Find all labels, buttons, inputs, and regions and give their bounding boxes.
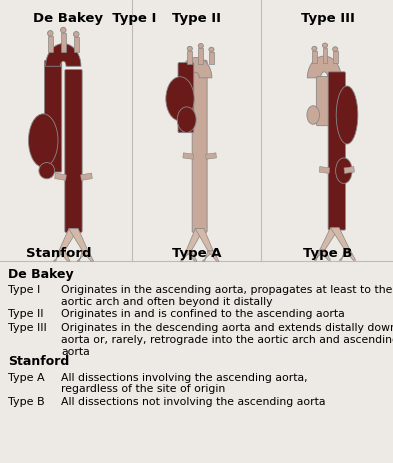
Polygon shape — [202, 251, 213, 262]
Polygon shape — [55, 174, 66, 181]
FancyBboxPatch shape — [316, 77, 332, 126]
Polygon shape — [344, 167, 354, 174]
Polygon shape — [314, 250, 325, 261]
Polygon shape — [209, 53, 214, 65]
Ellipse shape — [336, 87, 358, 144]
Polygon shape — [307, 57, 341, 79]
FancyBboxPatch shape — [44, 61, 62, 173]
Text: Type I: Type I — [8, 285, 40, 295]
Text: All dissections involving the ascending aorta,
regardless of the site of origin: All dissections involving the ascending … — [61, 372, 308, 394]
Ellipse shape — [39, 163, 55, 179]
FancyBboxPatch shape — [65, 70, 82, 233]
Ellipse shape — [307, 106, 320, 125]
Ellipse shape — [177, 107, 196, 133]
Polygon shape — [61, 34, 66, 53]
Polygon shape — [183, 154, 194, 160]
Polygon shape — [48, 37, 53, 53]
FancyBboxPatch shape — [178, 63, 194, 133]
Ellipse shape — [332, 48, 338, 52]
Text: Type B: Type B — [8, 396, 44, 406]
Polygon shape — [339, 250, 350, 261]
Ellipse shape — [198, 44, 204, 49]
Polygon shape — [323, 49, 327, 64]
Polygon shape — [345, 250, 356, 261]
FancyBboxPatch shape — [328, 73, 345, 231]
Polygon shape — [74, 38, 79, 53]
Ellipse shape — [61, 28, 66, 34]
Text: Originates in and is confined to the ascending aorta: Originates in and is confined to the asc… — [61, 309, 345, 319]
Polygon shape — [198, 49, 203, 65]
Ellipse shape — [187, 47, 193, 52]
Ellipse shape — [209, 48, 214, 53]
Text: Type II: Type II — [172, 12, 221, 25]
Text: Originates in the ascending aorta, propagates at least to the
aortic arch and of: Originates in the ascending aorta, propa… — [61, 285, 392, 307]
Polygon shape — [320, 228, 339, 250]
Polygon shape — [312, 52, 317, 64]
Ellipse shape — [73, 32, 79, 38]
FancyBboxPatch shape — [192, 61, 207, 233]
Polygon shape — [180, 251, 191, 262]
Polygon shape — [82, 251, 94, 262]
Ellipse shape — [48, 31, 53, 37]
Polygon shape — [320, 250, 331, 261]
Polygon shape — [331, 228, 350, 250]
Polygon shape — [69, 229, 88, 251]
Polygon shape — [46, 44, 81, 67]
Ellipse shape — [29, 114, 58, 168]
Polygon shape — [186, 229, 204, 251]
Polygon shape — [333, 52, 338, 64]
Text: Type II: Type II — [8, 309, 43, 319]
Text: All dissections not involving the ascending aorta: All dissections not involving the ascend… — [61, 396, 325, 406]
Polygon shape — [195, 229, 213, 251]
Text: De Bakey  Type I: De Bakey Type I — [33, 12, 157, 25]
Polygon shape — [59, 229, 78, 251]
Polygon shape — [208, 251, 219, 262]
Polygon shape — [81, 174, 92, 181]
Ellipse shape — [166, 77, 194, 122]
Text: Type III: Type III — [301, 12, 355, 25]
Polygon shape — [187, 52, 192, 65]
Polygon shape — [186, 251, 197, 262]
Polygon shape — [206, 154, 217, 160]
Text: Type III: Type III — [8, 323, 47, 333]
Text: Type A: Type A — [8, 372, 44, 382]
Text: Type A: Type A — [172, 246, 221, 259]
Text: Stanford: Stanford — [26, 246, 91, 259]
Polygon shape — [319, 167, 330, 174]
Polygon shape — [180, 58, 212, 79]
Polygon shape — [77, 251, 88, 262]
Ellipse shape — [322, 44, 328, 49]
Polygon shape — [59, 251, 70, 262]
Polygon shape — [53, 251, 65, 262]
Ellipse shape — [336, 158, 352, 184]
Text: Stanford: Stanford — [8, 354, 69, 367]
Ellipse shape — [312, 47, 317, 52]
Text: Type B: Type B — [303, 246, 353, 259]
Text: De Bakey: De Bakey — [8, 267, 73, 280]
Text: Originates in the descending aorta and extends distally down the
aorta or, rarel: Originates in the descending aorta and e… — [61, 323, 393, 356]
